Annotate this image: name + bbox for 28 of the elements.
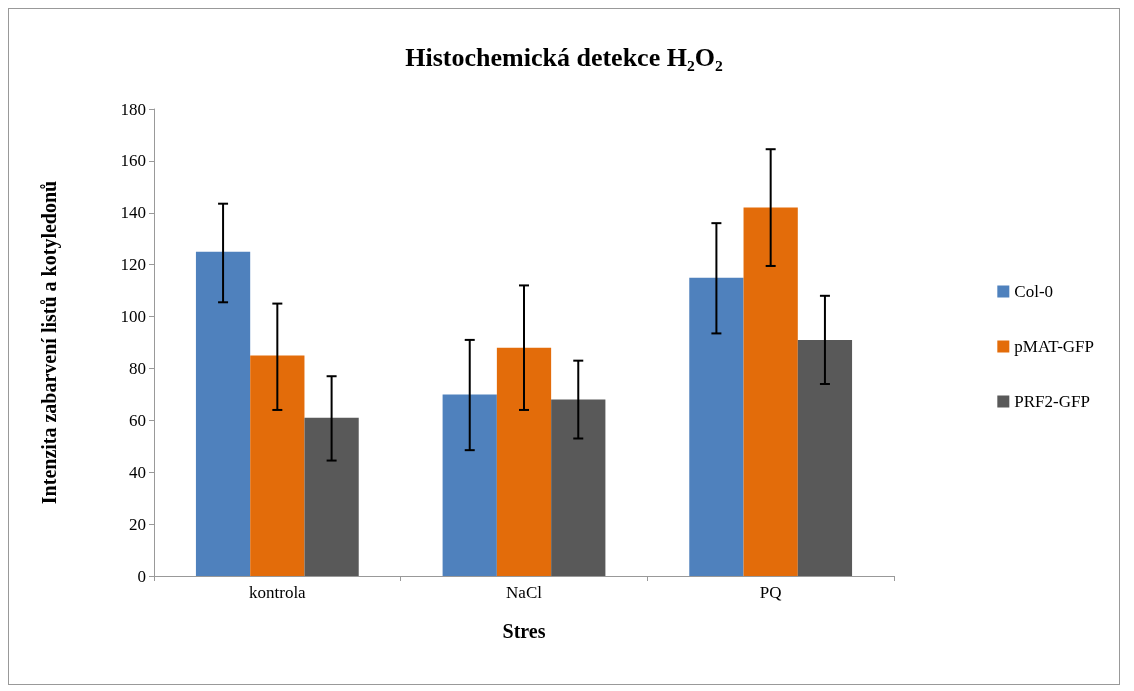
bar <box>797 339 853 576</box>
y-tick-label: 180 <box>120 99 146 119</box>
y-tick-label: 20 <box>129 514 146 534</box>
y-tick-label: 100 <box>120 307 146 327</box>
y-tick-label: 120 <box>120 255 146 275</box>
bar <box>195 251 251 576</box>
bar <box>304 417 359 576</box>
bar <box>689 277 744 576</box>
bar <box>442 394 497 576</box>
legend-label: Col-0 <box>1014 282 1054 301</box>
x-axis-title: Stres <box>502 620 546 642</box>
legend-label: pMAT-GFP <box>1014 337 1095 356</box>
x-tick-label: kontrola <box>249 583 307 602</box>
bar <box>250 355 305 576</box>
y-tick-label: 40 <box>129 462 146 482</box>
y-tick-label: 140 <box>120 203 146 223</box>
y-axis-title: Intenzita zabarvení listů a kotyledonů <box>38 180 61 505</box>
bar <box>496 347 552 576</box>
bar <box>743 207 798 576</box>
y-tick-label: 0 <box>137 566 146 586</box>
x-tick-label: PQ <box>759 583 782 602</box>
y-tick-label: 60 <box>129 410 146 430</box>
legend-label: PRF2-GFP <box>1014 392 1090 411</box>
bar <box>551 399 606 576</box>
y-tick-label: 160 <box>120 151 146 171</box>
chart-title: Histochemická detekce H₂O₂ <box>405 42 723 72</box>
y-tick-label: 80 <box>129 358 146 378</box>
x-tick-label: NaCl <box>506 583 543 602</box>
